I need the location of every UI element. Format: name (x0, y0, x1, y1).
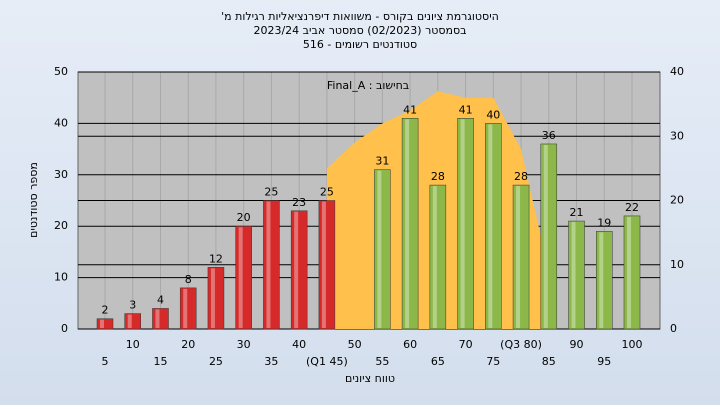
data-label: 40 (486, 108, 500, 121)
bar (485, 123, 502, 330)
bar-highlight (294, 211, 299, 328)
data-label: 28 (514, 170, 528, 183)
data-label: 36 (542, 129, 556, 142)
bar (152, 308, 169, 330)
bar (124, 313, 141, 330)
y-tick-label: 0 (61, 322, 68, 335)
x-axis-label: טווח ציונים (345, 372, 395, 385)
bar-highlight (488, 124, 493, 329)
x-tick-label: 15 (153, 355, 167, 368)
bar-highlight (516, 186, 521, 328)
chart-subtitle: סטודנטים רשומים - 516 (303, 38, 417, 51)
data-label: 2 (102, 304, 109, 317)
data-label: 12 (209, 252, 223, 265)
bar-highlight (543, 144, 548, 328)
x-tick-label: 90 (570, 338, 584, 351)
bar-highlight (100, 319, 104, 328)
y-tick-label: 50 (54, 65, 68, 78)
chart-title: היסטוגרמת ציונים בקורס - משוואות דיפרנצי… (221, 10, 499, 23)
y2-tick-label: 40 (670, 65, 684, 78)
chart-subtitle: בסמסטר (02/2023) סמסטר אביב 2023/24 (253, 24, 466, 37)
data-label: 4 (157, 293, 164, 306)
y-tick-label: 40 (54, 116, 68, 129)
bar-highlight (266, 201, 271, 328)
x-tick-label: (Q3 80) (500, 338, 542, 351)
bar (457, 118, 474, 330)
bar (207, 267, 225, 330)
x-tick-label: 30 (237, 338, 251, 351)
bar (429, 184, 447, 330)
y-tick-label: 30 (54, 168, 68, 181)
bar (374, 169, 391, 330)
bar-highlight (432, 186, 437, 328)
x-tick-label: 5 (102, 355, 109, 368)
x-tick-label: 100 (622, 338, 643, 351)
bar (318, 200, 336, 330)
bar (263, 200, 280, 330)
x-tick-label: 25 (209, 355, 223, 368)
x-tick-label: 70 (459, 338, 473, 351)
x-tick-label: 10 (126, 338, 140, 351)
x-tick-label: 40 (292, 338, 306, 351)
bar-highlight (405, 119, 410, 328)
bar (290, 210, 308, 330)
x-tick-label: 55 (375, 355, 389, 368)
data-label: 20 (237, 211, 251, 224)
bar-highlight (599, 232, 604, 328)
bar-highlight (210, 268, 215, 328)
y-tick-label: 10 (54, 271, 68, 284)
data-label: 25 (320, 186, 334, 199)
bar-highlight (127, 314, 132, 328)
x-tick-label: 95 (597, 355, 611, 368)
data-label: 21 (570, 206, 584, 219)
x-tick-label: 65 (431, 355, 445, 368)
data-label: 41 (403, 103, 417, 116)
bar (96, 318, 114, 330)
data-label: 22 (625, 201, 639, 214)
bar (540, 143, 558, 330)
data-label: 19 (597, 216, 611, 229)
x-tick-label: (Q1 45) (306, 355, 348, 368)
bar-highlight (460, 119, 465, 328)
bar (568, 220, 585, 330)
x-tick-label: 35 (264, 355, 278, 368)
bar (179, 287, 197, 330)
data-label: 8 (185, 273, 192, 286)
bar-highlight (321, 201, 326, 328)
y2-tick-label: 10 (670, 258, 684, 271)
y-axis-label: מספר סטודנטים (27, 162, 40, 238)
data-label: 41 (459, 103, 473, 116)
bar (623, 215, 641, 330)
y-tick-label: 20 (54, 219, 68, 232)
data-label: 31 (375, 155, 389, 168)
bar (596, 231, 613, 330)
y2-tick-label: 0 (670, 322, 677, 335)
bar (512, 184, 530, 330)
data-label: 3 (129, 299, 136, 312)
y2-tick-label: 20 (670, 194, 684, 207)
bar-highlight (155, 309, 160, 328)
data-label: 23 (292, 196, 306, 209)
bar-highlight (377, 170, 382, 328)
bar (401, 118, 419, 330)
bar (235, 225, 252, 330)
data-label: 28 (431, 170, 445, 183)
x-tick-label: 85 (542, 355, 556, 368)
x-tick-label: 50 (348, 338, 362, 351)
data-label: 25 (264, 186, 278, 199)
bar-highlight (238, 227, 243, 328)
x-tick-label: 60 (403, 338, 417, 351)
bar-highlight (183, 288, 188, 328)
annotation: בחישוב : Final_A (327, 79, 409, 92)
x-tick-label: 75 (486, 355, 500, 368)
bar-highlight (627, 216, 631, 328)
y2-tick-label: 30 (670, 129, 684, 142)
bar-highlight (571, 222, 576, 328)
x-tick-label: 20 (181, 338, 195, 351)
